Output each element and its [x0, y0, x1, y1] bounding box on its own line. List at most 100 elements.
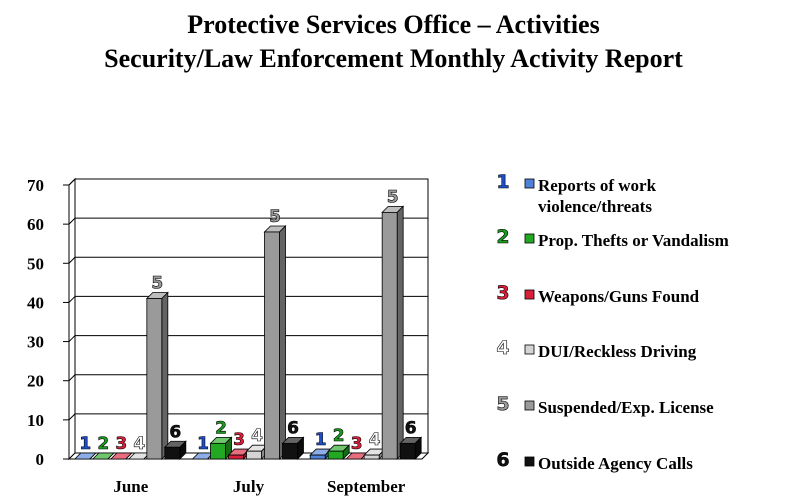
legend-swatch — [524, 233, 535, 244]
y-tick-label: 50 — [27, 254, 44, 273]
bar-data-label: 4 — [133, 434, 145, 454]
bar-side — [279, 225, 286, 460]
bar-data-label: 3 — [115, 434, 127, 454]
bar-data-label: 5 — [151, 274, 163, 294]
bar-data-label: 2 — [333, 426, 345, 446]
gridline-side — [68, 296, 76, 303]
legend-item: 5 Suspended/Exp. License — [496, 393, 714, 417]
bar — [263, 225, 287, 460]
bar — [145, 291, 169, 460]
bar-front — [282, 442, 298, 460]
x-tick-label: June — [113, 477, 148, 496]
x-tick-label: September — [327, 477, 406, 496]
bar — [91, 452, 115, 460]
chart-title-line2: Security/Law Enforcement Monthly Activit… — [104, 44, 683, 73]
chart-title-line1: Protective Services Office – Activities — [187, 10, 600, 39]
y-tick-label: 30 — [27, 333, 44, 352]
y-tick-label: 0 — [36, 450, 45, 469]
bar-data-label: 5 — [269, 207, 281, 227]
legend-label: Outside Agency Calls — [538, 454, 693, 473]
bar-data-label: 6 — [405, 418, 417, 438]
bar-front — [309, 454, 326, 460]
bar — [163, 440, 187, 460]
bar-front — [164, 446, 181, 460]
bar-side — [161, 291, 169, 460]
y-tick-label: 20 — [27, 372, 44, 391]
bar-data-label: 1 — [79, 434, 91, 454]
gridline-side — [68, 217, 76, 225]
bar-front — [264, 231, 280, 460]
legend-item: 6 Outside Agency Calls — [496, 449, 693, 473]
plot-background — [68, 177, 429, 461]
bar-front — [146, 298, 163, 460]
legend-series-number: 2 — [496, 226, 509, 248]
legend-series-number: 5 — [496, 393, 509, 415]
x-tick-label: July — [233, 477, 265, 496]
legend-series-number: 4 — [496, 337, 509, 359]
legend-series-number: 3 — [496, 282, 509, 304]
plot-back-wall — [74, 178, 429, 454]
legend-label: Prop. Thefts or Vandalism — [538, 231, 729, 250]
legend-swatch — [524, 289, 535, 300]
chart-title: Protective Services Office – Activities … — [0, 8, 787, 76]
y-tick-label: 40 — [27, 293, 44, 312]
legend-item: 2 Prop. Thefts or Vandalism — [496, 226, 729, 250]
bar-data-label: 6 — [169, 422, 181, 442]
grid-lines — [68, 178, 428, 421]
gridline-side — [68, 413, 76, 421]
legend-item: 3 Weapons/Guns Found — [496, 282, 700, 306]
legend-label: Reports of work — [538, 176, 657, 195]
gridline-side — [68, 335, 76, 342]
bar-data-label: 4 — [369, 430, 381, 450]
legend-label: violence/threats — [538, 197, 652, 216]
bar — [281, 436, 305, 460]
gridline-side — [68, 178, 76, 186]
legend-label: Weapons/Guns Found — [538, 287, 700, 306]
x-axis: June July September — [113, 477, 405, 496]
y-tick-label: 10 — [27, 411, 44, 430]
bar-data-label: 3 — [351, 434, 363, 454]
legend-label: Suspended/Exp. License — [538, 398, 714, 417]
bar-front — [363, 454, 380, 460]
y-axis: 0 10 20 30 40 50 60 70 — [27, 176, 70, 469]
bar — [73, 452, 97, 460]
bar-side — [89, 452, 97, 460]
bar-data-label: 1 — [315, 430, 327, 450]
legend-series-number: 6 — [496, 449, 509, 471]
gridline-side — [68, 374, 76, 382]
legend: 1 Reports of work violence/threats 2 Prop. T… — [496, 171, 729, 473]
legend-swatch — [524, 344, 535, 355]
bar-data-label: 2 — [215, 418, 227, 438]
legend-swatch — [524, 178, 535, 189]
bar-data-label: 3 — [233, 430, 245, 450]
legend-item: 4 DUI/Reckless Driving — [496, 337, 697, 361]
y-tick-label: 60 — [27, 215, 44, 234]
bar-data-label: 2 — [97, 434, 109, 454]
bar-data-label: 1 — [197, 434, 209, 454]
bar-data-label: 6 — [287, 418, 299, 438]
bar-side — [396, 205, 404, 460]
y-tick-label: 70 — [27, 176, 44, 195]
bar-side — [107, 452, 115, 460]
bar-front — [327, 450, 344, 460]
legend-swatch — [524, 400, 535, 411]
legend-item: 1 Reports of work violence/threats — [496, 171, 656, 216]
gridline-side — [68, 256, 76, 264]
bar-side — [125, 452, 133, 460]
legend-swatch — [524, 456, 535, 467]
bar-front — [210, 442, 226, 460]
bar — [399, 436, 423, 460]
legend-series-number: 1 — [496, 171, 509, 193]
bar-front — [399, 442, 416, 460]
bar — [109, 452, 133, 460]
bar-front — [381, 211, 398, 460]
bar — [381, 205, 405, 460]
bar-front — [246, 450, 262, 460]
bar — [327, 444, 351, 460]
bar-data-label: 5 — [387, 187, 399, 207]
bar-data-label: 4 — [251, 426, 263, 446]
bar-front — [228, 454, 244, 460]
legend-label: DUI/Reckless Driving — [538, 342, 697, 361]
